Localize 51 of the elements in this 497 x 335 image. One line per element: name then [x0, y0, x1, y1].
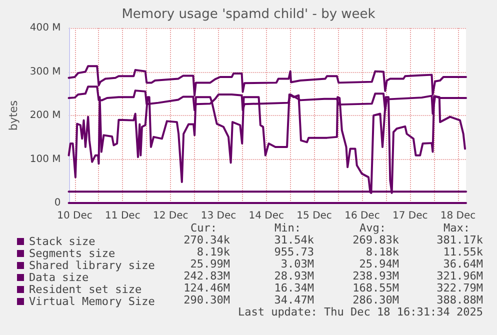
text: 168.55M	[352, 282, 400, 294]
text: 31.54k	[274, 234, 314, 246]
text: 269.83k	[352, 234, 400, 246]
y-axis-title: bytes	[7, 100, 20, 131]
text: Max:	[444, 222, 470, 234]
text: 25.94M	[359, 258, 400, 270]
text: 16.34M	[274, 282, 314, 294]
x-tick-label: 12 Dec	[152, 210, 188, 222]
text: 8.18k	[366, 246, 400, 258]
text: 36.64M	[443, 258, 484, 270]
text: 290.30M	[184, 294, 230, 306]
text: 242.83M	[184, 270, 230, 282]
legend-label: Virtual Memory Size	[29, 295, 155, 308]
text: 270.34k	[184, 234, 230, 246]
text: Min:	[274, 222, 301, 234]
text: 381.17k	[436, 234, 484, 246]
x-tick-label: 18 Dec	[440, 210, 476, 222]
legend-label: Shared library size	[29, 259, 155, 272]
y-tick-label: 200 M	[30, 110, 61, 121]
text: 28.93M	[274, 270, 314, 282]
y-tick-label: 400 M	[30, 22, 61, 34]
x-tick-label: 16 Dec	[344, 210, 380, 222]
x-tick-label: 11 Dec	[105, 210, 140, 222]
x-tick-label: 14 Dec	[248, 210, 284, 222]
text: Cur:	[190, 222, 217, 234]
legend-label: Segments size	[29, 247, 116, 260]
text: 321.96M	[436, 270, 484, 282]
y-tick-label: 300 M	[30, 66, 61, 78]
text: Avg:	[360, 222, 386, 234]
text: 124.46M	[184, 282, 230, 294]
text: 322.79M	[436, 282, 484, 294]
text: 25.99M	[190, 258, 230, 270]
x-tick-label: 10 Dec	[57, 210, 92, 222]
text: 11.55k	[443, 246, 484, 258]
text: 955.73	[274, 246, 314, 258]
x-tick-label: 15 Dec	[296, 210, 332, 222]
y-tick-label: 0	[54, 198, 61, 208]
text: 8.19k	[196, 246, 230, 258]
legend-label: Stack size	[29, 235, 96, 248]
legend-label: Resident set size	[29, 283, 142, 296]
x-tick-label: 17 Dec	[392, 210, 428, 222]
legend-label: Data size	[29, 271, 89, 284]
text: 286.30M	[352, 294, 400, 306]
x-tick-label: 13 Dec	[200, 210, 236, 222]
chart-title: Memory usage 'spamd child' - by week	[122, 7, 376, 22]
text: 238.93M	[352, 270, 400, 282]
text: 388.88M	[436, 294, 484, 306]
text: Last update: Thu Dec 18 16:31:34 2025	[238, 306, 483, 318]
text: 34.47M	[274, 294, 314, 306]
y-tick-label: 100 M	[30, 154, 61, 165]
text: 3.03M	[280, 258, 314, 270]
